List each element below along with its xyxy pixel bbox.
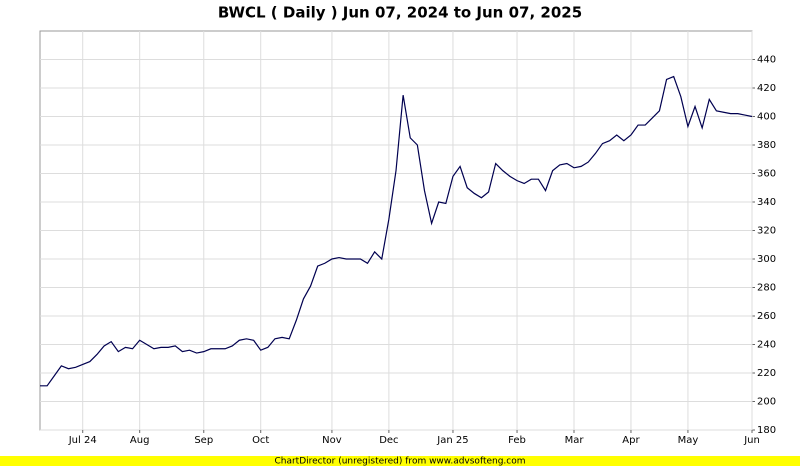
- x-tick-label: Apr: [622, 435, 640, 446]
- x-tick-label: Jan 25: [436, 435, 468, 446]
- x-tick-label: Jul 24: [68, 435, 97, 446]
- x-tick-label: Sep: [194, 435, 213, 446]
- y-tick-label: 220: [757, 368, 776, 379]
- y-tick-label: 320: [757, 226, 776, 237]
- y-tick-label: 180: [757, 425, 776, 436]
- price-line: [40, 75, 753, 387]
- x-tick-label: Jun: [743, 435, 760, 446]
- x-tick-label: May: [678, 435, 699, 446]
- y-tick-label: 400: [757, 112, 776, 123]
- y-tick-label: 380: [757, 140, 776, 151]
- y-tick-label: 300: [757, 254, 776, 265]
- x-tick-label: Mar: [565, 435, 585, 446]
- x-tick-label: Dec: [379, 435, 398, 446]
- y-tick-label: 360: [757, 169, 776, 180]
- y-tick-label: 240: [757, 340, 776, 351]
- y-tick-label: 340: [757, 197, 776, 208]
- x-tick-label: Oct: [252, 435, 269, 446]
- footer: ChartDirector (unregistered) from www.ad…: [274, 457, 525, 466]
- y-tick-label: 420: [757, 83, 776, 94]
- y-tick-label: 440: [757, 55, 776, 66]
- x-tick-label: Nov: [322, 435, 342, 446]
- y-tick-label: 280: [757, 283, 776, 294]
- y-tick-label: 260: [757, 311, 776, 322]
- y-tick-label: 200: [757, 397, 776, 408]
- chart-title: BWCL ( Daily ) Jun 07, 2024 to Jun 07, 2…: [218, 4, 582, 22]
- x-tick-label: Aug: [130, 435, 150, 446]
- x-tick-label: Feb: [508, 435, 526, 446]
- footer-bar: [0, 456, 800, 466]
